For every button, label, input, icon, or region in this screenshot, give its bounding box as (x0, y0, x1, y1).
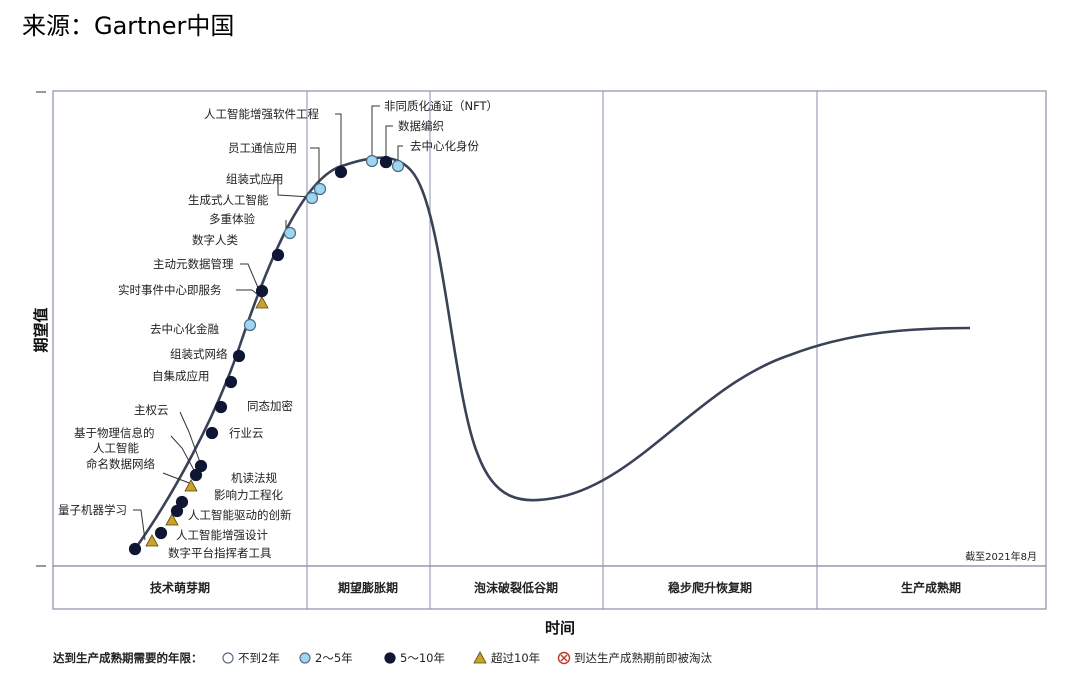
tech-marker (365, 154, 379, 168)
tech-label: 数据编织 (398, 119, 444, 133)
legend-item-label: 超过10年 (491, 651, 540, 665)
phase-label-plateau: 生产成熟期 (901, 580, 961, 595)
tech-marker (243, 318, 257, 332)
tech-label: 组装式网络 (170, 347, 228, 361)
legend-item-label: 不到2年 (238, 651, 280, 665)
legend-item-label: 2～5年 (315, 651, 353, 665)
tech-label: 机读法规 (231, 471, 277, 485)
tech-label: 组装式应用 (226, 172, 284, 186)
source-caption: 来源：Gartner中国 (22, 12, 235, 40)
tech-marker (194, 459, 208, 473)
tech-marker (184, 479, 198, 492)
tech-marker (128, 542, 142, 556)
legend-circle-light-blue-icon (299, 652, 311, 664)
tech-marker (255, 284, 269, 298)
tech-marker (379, 155, 393, 169)
tech-label: 数字平台指挥者工具 (168, 546, 272, 560)
tech-label: 主权云 (134, 403, 169, 417)
tech-label: 主动元数据管理 (153, 257, 234, 271)
tech-marker (145, 534, 159, 547)
tech-label: 非同质化通证（NFT） (384, 99, 498, 113)
tech-label: 人工智能增强设计 (176, 528, 268, 542)
phase-label-slope: 稳步爬升恢复期 (668, 580, 752, 595)
legend-title: 达到生产成熟期需要的年限： (53, 651, 203, 665)
tech-marker (214, 400, 228, 414)
legend-circle-white-icon (222, 652, 234, 664)
tech-marker (232, 349, 246, 363)
tech-label: 多重体验 (209, 212, 255, 226)
technology-markers (128, 154, 405, 556)
tech-marker (170, 504, 184, 518)
legend-circle-navy-icon (384, 652, 396, 664)
technology-labels: 数字平台指挥者工具 量子机器学习 人工智能增强设计 人工智能驱动的创新 影响力工… (58, 99, 498, 560)
tech-marker (154, 526, 168, 540)
tech-marker (224, 375, 238, 389)
tech-label: 自集成应用 (152, 369, 210, 383)
y-axis-label: 期望值 (32, 307, 50, 352)
legend-circle-cross-icon (557, 651, 571, 665)
tech-label: 影响力工程化 (214, 488, 283, 502)
tech-label: 员工通信应用 (228, 141, 297, 155)
tech-label: 人工智能驱动的创新 (188, 508, 292, 522)
tech-label: 去中心化身份 (410, 139, 479, 153)
tech-marker (255, 296, 269, 309)
tech-label: 数字人类 (192, 233, 238, 247)
date-note: 截至2021年8月 (965, 550, 1037, 563)
tech-label: 实时事件中心即服务 (118, 283, 222, 297)
tech-label: 命名数据网络 (86, 457, 155, 471)
tech-marker (189, 468, 203, 482)
tech-label-physics-ai-line2: 人工智能 (93, 441, 139, 455)
phase-label-innovation-trigger: 技术萌芽期 (150, 580, 210, 595)
phase-band (52, 565, 1047, 610)
legend-item-label: 5～10年 (400, 651, 445, 665)
x-axis-label: 时间 (545, 619, 575, 637)
legend-item-label: 到达生产成熟期前即被淘汰 (574, 651, 712, 665)
tech-marker (313, 182, 327, 196)
tech-label: 量子机器学习 (58, 503, 127, 517)
tech-label: 生成式人工智能 (188, 193, 269, 207)
tech-marker (205, 426, 219, 440)
phase-label-trough: 泡沫破裂低谷期 (474, 580, 558, 595)
tech-marker (283, 226, 297, 240)
tech-marker (165, 513, 179, 526)
tech-label: 人工智能增强软件工程 (204, 107, 319, 121)
legend-triangle-gold-icon (473, 651, 487, 664)
tech-label-physics-ai-line1: 基于物理信息的 (74, 426, 155, 440)
tech-marker (271, 248, 285, 262)
phase-label-peak: 期望膨胀期 (338, 580, 398, 595)
tech-marker (305, 191, 319, 205)
tech-label: 同态加密 (247, 399, 293, 413)
tech-marker (391, 159, 405, 173)
tech-marker (175, 495, 189, 509)
tech-label: 去中心化金融 (150, 322, 219, 336)
legend: 达到生产成熟期需要的年限： 不到2年 2～5年 5～10年 超过10年 到达生产… (53, 651, 712, 665)
hype-curve (133, 156, 971, 550)
tech-label: 行业云 (229, 426, 264, 440)
tech-marker (334, 165, 348, 179)
